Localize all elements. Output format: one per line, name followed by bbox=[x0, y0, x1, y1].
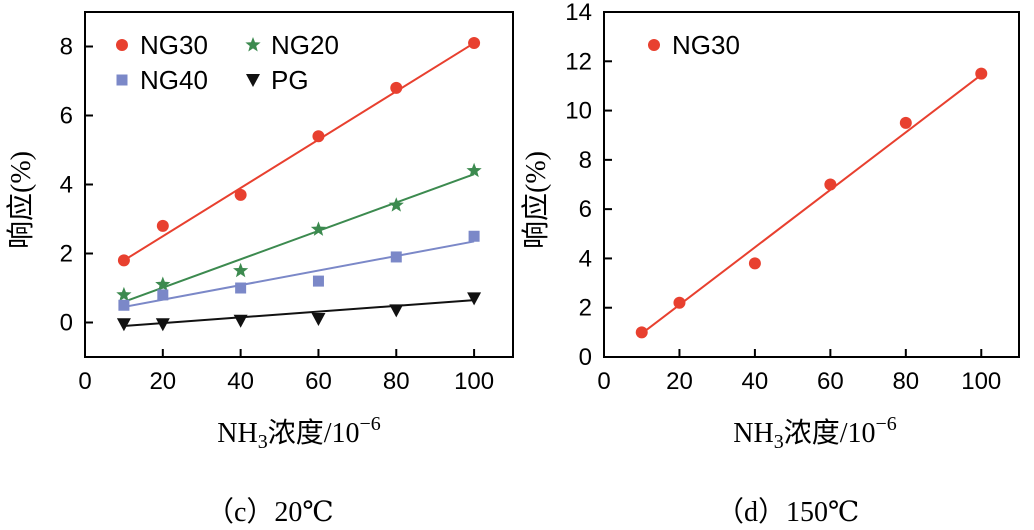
axis-ticks-c: 0 20 40 60 80 100 0 2 4 6 8 bbox=[60, 34, 494, 396]
x-axis-label-d: NH3浓度/10−6 bbox=[733, 413, 897, 453]
y-tick-label: 0 bbox=[60, 310, 73, 337]
data-points-c bbox=[116, 37, 482, 332]
data-point-ng30 bbox=[975, 67, 988, 80]
x-tick-label: 0 bbox=[597, 368, 610, 395]
data-point-ng40 bbox=[235, 282, 247, 294]
legend-marker-ng20 bbox=[245, 37, 261, 52]
x-tick-label: 0 bbox=[78, 368, 91, 395]
data-point-ng30 bbox=[468, 37, 481, 50]
data-point-ng30 bbox=[824, 178, 837, 191]
legend-label-ng30: NG30 bbox=[672, 30, 740, 60]
y-tick-label: 12 bbox=[565, 48, 592, 75]
chart-panel-d: 0 20 40 60 80 100 0 2 4 6 8 10 12 14 NG30 响应(%) NH3浓度… bbox=[520, 0, 1020, 453]
fit-line-ng30 bbox=[641, 74, 982, 335]
data-point-ng30 bbox=[899, 116, 912, 129]
y-tick-label: 8 bbox=[60, 34, 73, 61]
data-point-ng30 bbox=[390, 81, 403, 94]
axis-ticks-d: 0 20 40 60 80 100 0 2 4 6 8 10 12 14 bbox=[565, 0, 1001, 395]
data-point-ng30 bbox=[673, 296, 686, 309]
x-axis-label-c-sub: 3 bbox=[258, 431, 268, 453]
data-point-ng20 bbox=[388, 197, 404, 212]
legend-marker-pg bbox=[246, 74, 260, 87]
y-axis-label-d: 响应(%) bbox=[520, 151, 552, 249]
x-axis-label-c-main: NH bbox=[217, 418, 257, 449]
data-point-ng30 bbox=[312, 130, 325, 143]
legend-label-ng40: NG40 bbox=[140, 65, 208, 95]
data-point-pg bbox=[116, 318, 131, 332]
fit-line-ng40 bbox=[123, 240, 475, 308]
data-point-pg bbox=[311, 313, 326, 327]
y-tick-label: 0 bbox=[579, 344, 592, 371]
x-tick-label: 60 bbox=[817, 368, 844, 395]
y-tick-label: 4 bbox=[60, 172, 73, 199]
x-tick-label: 20 bbox=[666, 368, 693, 395]
x-axis-label-c-rest: 浓度/10 bbox=[268, 417, 360, 449]
data-point-ng30 bbox=[156, 219, 169, 232]
legend-marker-ng30 bbox=[648, 39, 660, 51]
data-point-ng20 bbox=[310, 221, 327, 236]
x-tick-label: 20 bbox=[149, 368, 176, 395]
data-points-d bbox=[635, 67, 988, 339]
caption-c: （c）20℃ bbox=[206, 497, 334, 528]
y-tick-label: 2 bbox=[579, 295, 592, 322]
fit-line-ng20 bbox=[123, 173, 475, 303]
x-tick-label: 40 bbox=[227, 368, 254, 395]
plot-frame-d bbox=[603, 11, 1020, 358]
x-axis-label-d-rest: 浓度/10 bbox=[784, 417, 876, 449]
y-tick-label: 4 bbox=[579, 245, 592, 272]
x-axis-label-c: NH3浓度/10−6 bbox=[217, 413, 381, 453]
data-point-pg bbox=[467, 292, 482, 306]
legend-label-pg: PG bbox=[271, 65, 309, 95]
data-point-ng20 bbox=[466, 162, 482, 178]
x-axis-label-d-sub: 3 bbox=[774, 431, 784, 453]
y-tick-label: 2 bbox=[60, 241, 73, 268]
legend-d: NG30 bbox=[648, 30, 740, 60]
data-point-pg bbox=[155, 318, 170, 332]
data-point-ng40 bbox=[468, 230, 480, 242]
data-point-pg bbox=[389, 304, 404, 318]
data-point-ng30 bbox=[117, 254, 130, 267]
data-point-ng40 bbox=[390, 251, 402, 263]
data-point-ng40 bbox=[157, 289, 169, 301]
x-tick-label: 100 bbox=[454, 368, 494, 395]
fit-lines-c bbox=[123, 42, 475, 327]
caption-d: （d）150℃ bbox=[716, 497, 860, 528]
x-tick-label: 40 bbox=[742, 368, 769, 395]
plot-frame-c bbox=[84, 11, 514, 358]
data-point-ng40 bbox=[118, 299, 130, 311]
y-tick-label: 6 bbox=[579, 196, 592, 223]
x-tick-label: 80 bbox=[383, 368, 410, 395]
data-point-ng20 bbox=[116, 286, 132, 302]
x-tick-label: 80 bbox=[892, 368, 919, 395]
legend-label-ng30: NG30 bbox=[140, 30, 208, 60]
x-axis-label-d-sup: −6 bbox=[875, 413, 896, 435]
legend-marker-ng40 bbox=[116, 74, 128, 86]
y-tick-label: 14 bbox=[565, 0, 592, 26]
fit-line-ng30 bbox=[123, 42, 475, 262]
data-point-ng20 bbox=[233, 262, 249, 278]
x-tick-label: 100 bbox=[961, 368, 1001, 395]
legend-marker-ng30 bbox=[116, 39, 128, 51]
data-point-ng30 bbox=[635, 326, 648, 339]
x-axis-label-d-main: NH bbox=[733, 418, 773, 449]
data-point-ng40 bbox=[312, 275, 324, 287]
x-tick-label: 60 bbox=[305, 368, 332, 395]
data-point-ng30 bbox=[748, 257, 761, 270]
data-point-ng30 bbox=[234, 188, 247, 201]
y-tick-label: 8 bbox=[579, 147, 592, 174]
x-axis-label-c-sup: −6 bbox=[359, 413, 380, 435]
data-point-ng20 bbox=[155, 276, 171, 292]
y-axis-label-c: 响应(%) bbox=[5, 151, 37, 249]
y-tick-label: 6 bbox=[60, 103, 73, 130]
data-point-pg bbox=[233, 314, 248, 328]
y-tick-label: 10 bbox=[565, 98, 592, 125]
fit-lines-d bbox=[641, 74, 982, 335]
legend-label-ng20: NG20 bbox=[271, 30, 339, 60]
chart-panel-c: 0 20 40 60 80 100 0 2 4 6 8 NG30 NG20 NG40 PG 响应(%) N… bbox=[5, 11, 514, 453]
legend-c: NG30 NG20 NG40 PG bbox=[116, 30, 339, 95]
fit-line-pg bbox=[123, 299, 475, 327]
